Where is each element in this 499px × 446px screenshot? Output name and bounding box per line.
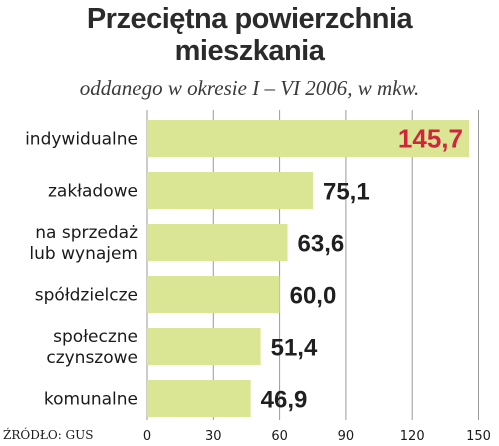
x-tick-label: 120 xyxy=(400,429,425,444)
chart-title-line-2: mieszkania xyxy=(174,35,325,67)
x-tick-label: 90 xyxy=(338,429,355,444)
category-label: indywidualne xyxy=(25,130,138,150)
category-label: spółdzielcze xyxy=(35,286,138,306)
bar xyxy=(147,328,261,365)
bar xyxy=(147,120,469,157)
bar xyxy=(147,276,280,313)
x-tick-label: 150 xyxy=(466,429,491,444)
bar xyxy=(147,224,288,261)
category-label: na sprzedaż lub wynajem xyxy=(29,223,138,264)
chart-title-line-1: Przeciętna powierzchnia xyxy=(86,3,413,35)
category-label: komunalne xyxy=(44,390,138,410)
x-tick-label: 0 xyxy=(143,429,151,444)
bar xyxy=(147,172,313,209)
chart-subtitle: oddanego w okresie I – VI 2006, w mkw. xyxy=(79,76,420,100)
bar xyxy=(147,380,251,417)
value-label: 51,4 xyxy=(271,335,318,362)
value-label: 145,7 xyxy=(398,124,463,154)
value-label: 75,1 xyxy=(323,179,370,206)
value-label: 63,6 xyxy=(298,231,345,258)
x-tick-label: 30 xyxy=(205,429,222,444)
category-label: społeczne czynszowe xyxy=(46,327,138,368)
value-label: 46,9 xyxy=(261,387,308,414)
category-label: zakładowe xyxy=(48,182,138,202)
source-note: ŹRÓDŁO: GUS xyxy=(3,428,94,442)
x-tick-label: 60 xyxy=(271,429,288,444)
value-label: 60,0 xyxy=(290,283,337,310)
